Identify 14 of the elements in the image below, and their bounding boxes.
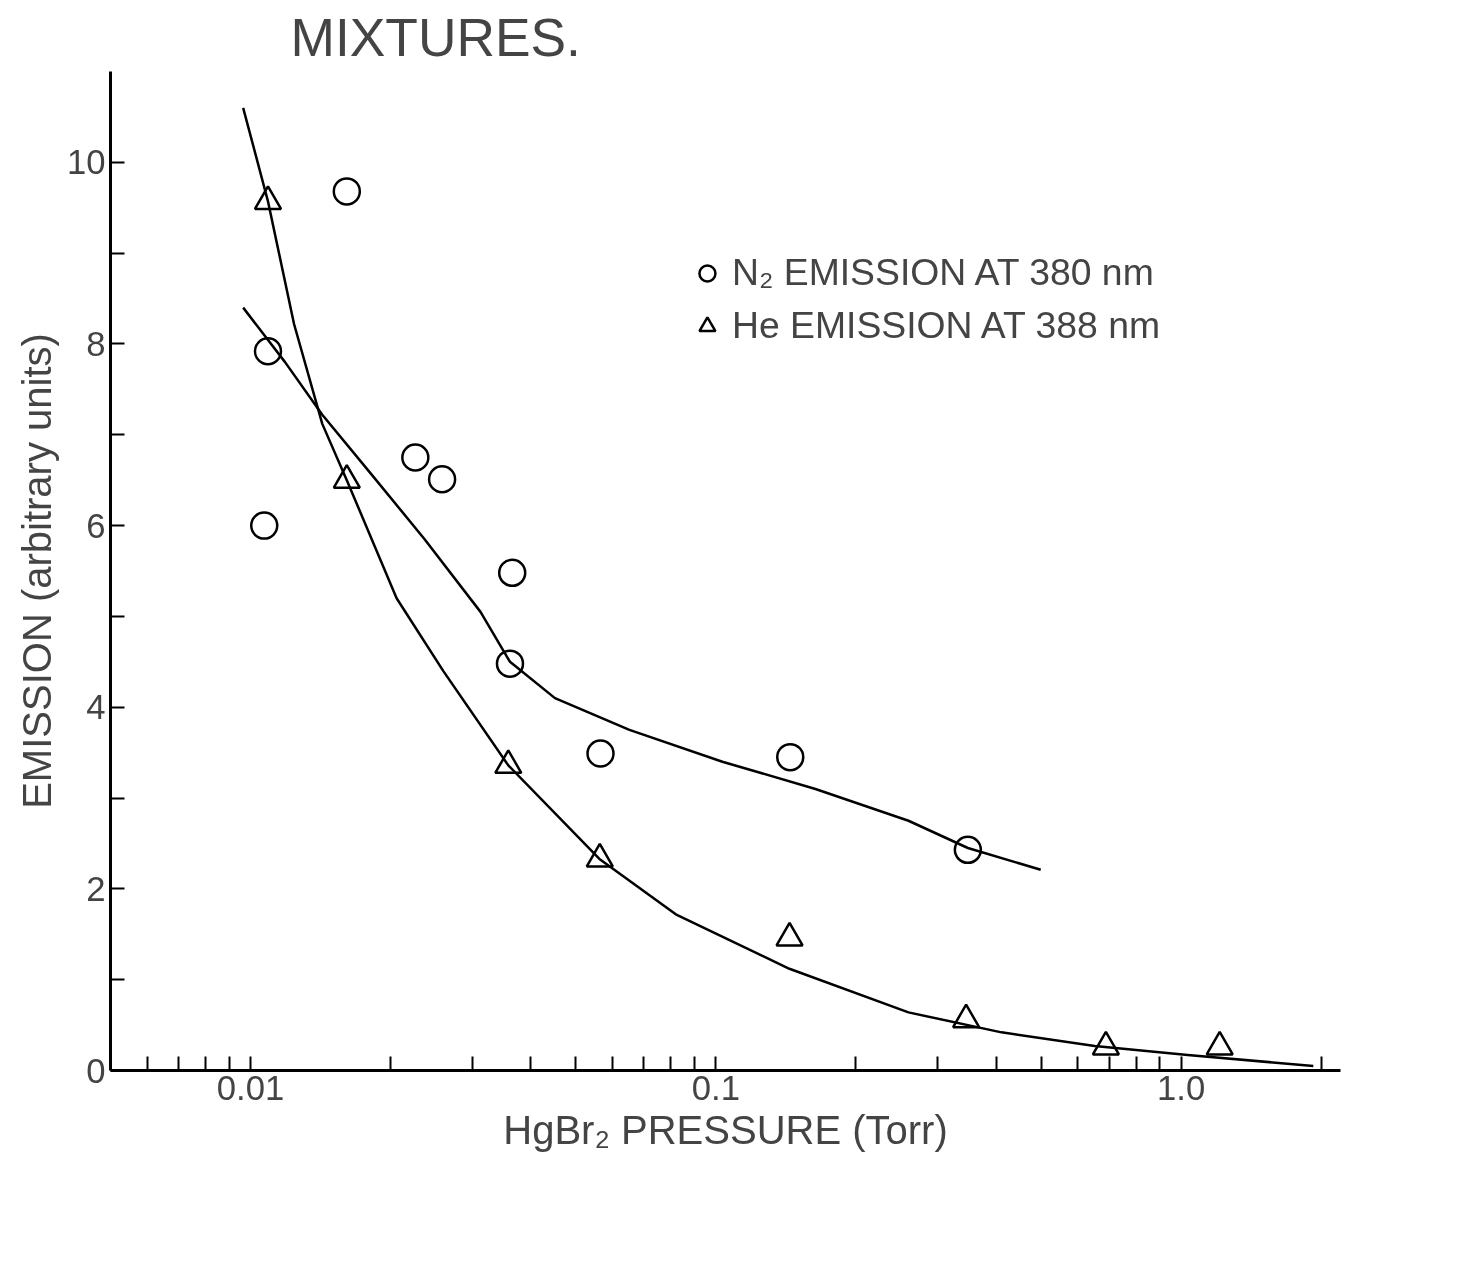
y-axis-title: EMISSION (arbitrary units) [14, 333, 59, 809]
y-tick-label: 6 [86, 506, 106, 545]
x-tick-label: 0.01 [216, 1068, 285, 1107]
x-axis-title: HgBr₂ PRESSURE (Torr) [503, 1107, 948, 1152]
y-tick-label: 4 [86, 688, 106, 727]
x-tick-label: 0.1 [691, 1068, 740, 1107]
y-tick-label: 2 [86, 869, 106, 908]
chart-title: MIXTURES. [290, 7, 581, 67]
y-tick-label: 8 [86, 324, 106, 363]
legend-label: He EMISSION AT 388 nm [731, 304, 1160, 347]
y-tick-label: 0 [86, 1051, 106, 1090]
legend-label: N₂ EMISSION AT 380 nm [731, 251, 1154, 294]
y-tick-label: 10 [66, 143, 106, 182]
x-tick-label: 1.0 [1157, 1068, 1206, 1107]
